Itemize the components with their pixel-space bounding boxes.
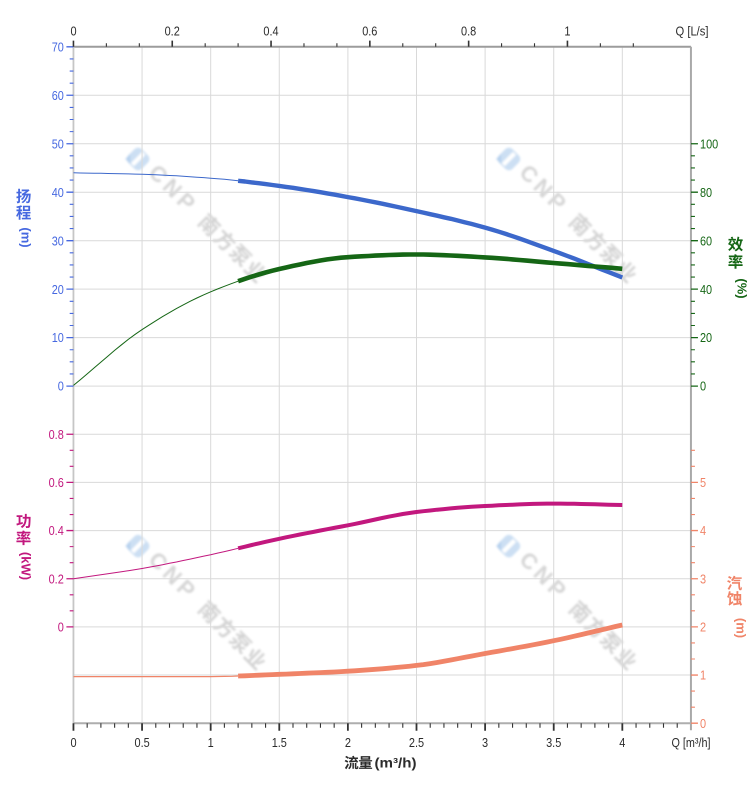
svg-text:3.5: 3.5	[546, 735, 561, 750]
svg-text:0.5: 0.5	[135, 735, 150, 750]
svg-text:0: 0	[700, 379, 706, 394]
svg-text:40: 40	[52, 185, 64, 200]
svg-text:2: 2	[345, 735, 351, 750]
svg-text:0: 0	[58, 620, 64, 635]
svg-text:3: 3	[482, 735, 488, 750]
svg-text:Q [m³/h]: Q [m³/h]	[672, 735, 711, 750]
svg-text:2: 2	[700, 620, 706, 635]
svg-text:0: 0	[58, 379, 64, 394]
svg-text:2.5: 2.5	[409, 735, 424, 750]
svg-text:60: 60	[700, 233, 712, 248]
svg-text:(m): (m)	[19, 227, 34, 247]
svg-text:50: 50	[52, 136, 64, 151]
svg-text:100: 100	[700, 136, 718, 151]
svg-text:4: 4	[619, 735, 625, 750]
svg-text:3: 3	[700, 571, 706, 586]
svg-text:0.6: 0.6	[49, 475, 64, 490]
svg-text:60: 60	[52, 88, 64, 103]
svg-text:0.2: 0.2	[165, 24, 180, 39]
svg-text:10: 10	[52, 330, 64, 345]
svg-text:1: 1	[700, 668, 706, 683]
svg-text:Q [L/s]: Q [L/s]	[676, 24, 709, 39]
svg-text:(m): (m)	[734, 618, 749, 638]
svg-text:(%): (%)	[735, 278, 750, 298]
svg-text:40: 40	[700, 282, 712, 297]
svg-text:1: 1	[208, 735, 214, 750]
svg-text:0.2: 0.2	[49, 571, 64, 586]
svg-text:(m³/h): (m³/h)	[375, 756, 417, 771]
svg-text:70: 70	[52, 39, 64, 54]
svg-text:1.5: 1.5	[272, 735, 287, 750]
svg-text:0.4: 0.4	[263, 24, 278, 39]
svg-text:0: 0	[70, 735, 76, 750]
svg-text:0: 0	[700, 716, 706, 731]
svg-text:0.8: 0.8	[49, 427, 64, 442]
svg-text:0: 0	[70, 24, 76, 39]
svg-text:20: 20	[700, 330, 712, 345]
svg-text:1: 1	[564, 24, 570, 39]
svg-text:20: 20	[52, 282, 64, 297]
svg-text:0.8: 0.8	[461, 24, 476, 39]
svg-text:5: 5	[700, 475, 706, 490]
svg-text:30: 30	[52, 233, 64, 248]
svg-text:0.4: 0.4	[49, 523, 64, 538]
svg-text:(kW): (kW)	[19, 552, 34, 580]
svg-text:4: 4	[700, 523, 706, 538]
svg-text:80: 80	[700, 185, 712, 200]
svg-text:0.6: 0.6	[362, 24, 377, 39]
